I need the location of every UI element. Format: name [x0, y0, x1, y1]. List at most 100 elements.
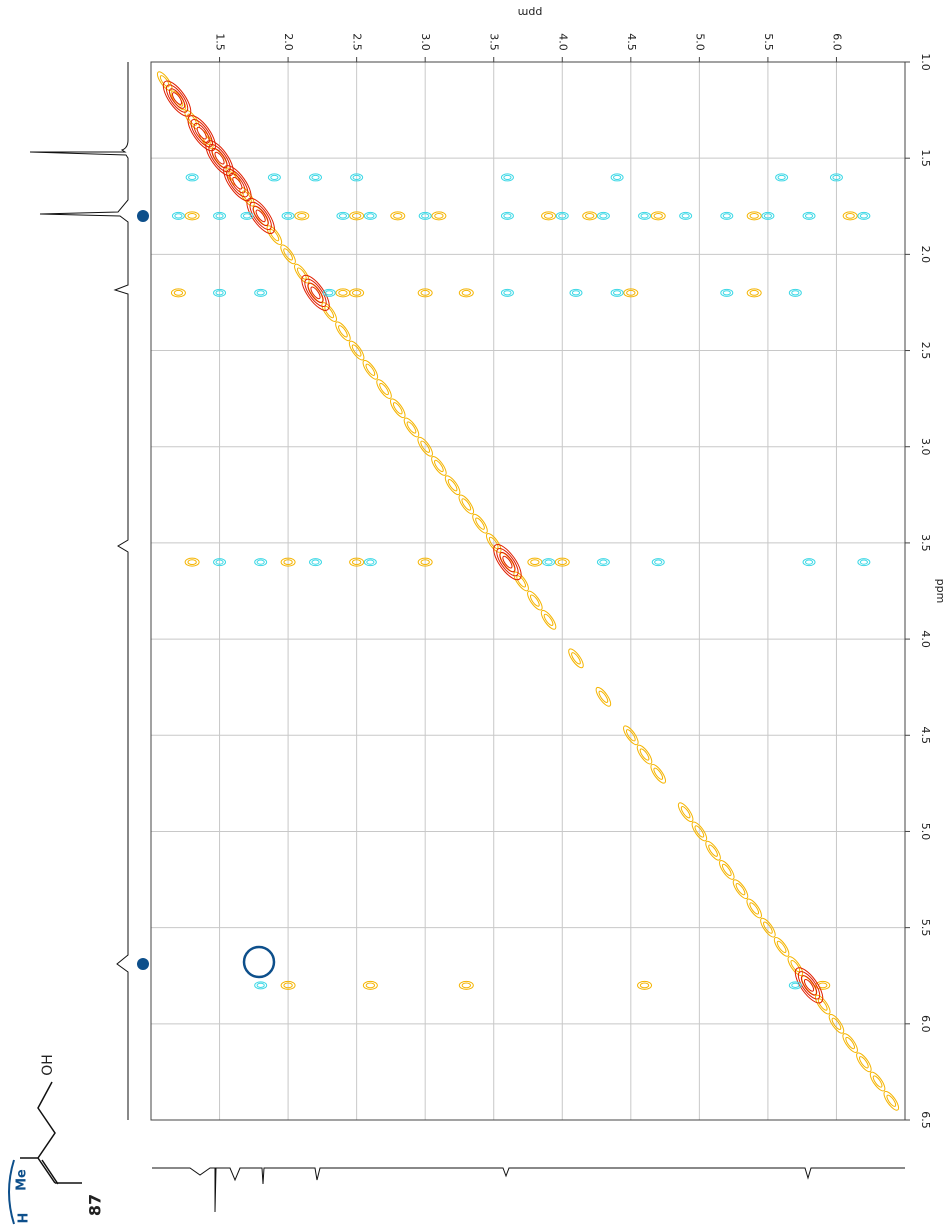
contour-ring [159, 75, 170, 88]
y-tick-label: 5.0 [919, 823, 932, 841]
molecule-label: OH [40, 1054, 56, 1076]
contour-peak [746, 288, 762, 298]
contour-ring [338, 289, 348, 296]
contour-ring [280, 557, 296, 567]
contour-peak [623, 288, 639, 298]
contour-peak [349, 288, 365, 298]
contour-ring [623, 288, 639, 298]
contour-ring [691, 821, 708, 842]
contour-peak [254, 288, 268, 297]
x-tick-label: 6.0 [830, 33, 843, 51]
contour-ring [249, 201, 272, 231]
contour-peak [637, 980, 653, 990]
contour-ring [773, 936, 790, 957]
contour-peak [213, 288, 227, 297]
contour-peak [418, 211, 432, 220]
contour-ring [185, 173, 199, 182]
contour-ring [544, 559, 553, 565]
contour-peak [555, 211, 569, 220]
contour-ring [294, 211, 310, 221]
contour-ring [815, 980, 831, 990]
x-tick-label: 4.0 [556, 33, 569, 51]
contour-ring [421, 213, 430, 219]
contour-peak [856, 1052, 872, 1073]
contour-peak [348, 340, 365, 361]
contour-ring [301, 274, 330, 311]
contour-ring [196, 126, 207, 140]
contour-ring [746, 288, 762, 298]
contour-peak [842, 211, 858, 221]
contour-ring [168, 88, 186, 109]
contour-ring [393, 212, 403, 219]
contour-peak [493, 544, 522, 581]
contour-ring [325, 290, 334, 296]
contour-ring [379, 382, 389, 396]
contour-ring [788, 981, 802, 990]
contour-ring [297, 212, 307, 219]
contour-peak [527, 590, 543, 611]
contour-ring [791, 982, 800, 988]
contour-peak [732, 879, 749, 900]
contour-ring [571, 290, 581, 296]
contour-ring [828, 1013, 845, 1034]
contour-ring [610, 173, 624, 182]
contour-ring [280, 980, 296, 990]
contour-ring [187, 559, 197, 566]
contour-ring [817, 998, 828, 1011]
contour-ring [732, 879, 749, 900]
contour-ring [184, 211, 200, 221]
contour-ring [886, 1094, 897, 1107]
contour-ring [213, 211, 227, 220]
contour-peak [596, 558, 610, 567]
contour-peak [458, 980, 474, 990]
contour-ring [461, 982, 472, 989]
contour-ring [502, 555, 513, 569]
contour-ring [791, 290, 800, 296]
contour-ring [458, 494, 475, 515]
contour-ring [735, 883, 746, 896]
contour-ring [458, 288, 474, 298]
contour-peak [650, 763, 667, 784]
molecule [8, 1081, 82, 1225]
contour-peak [185, 173, 199, 182]
contour-ring [859, 213, 868, 219]
contour-ring [246, 197, 275, 234]
contour-ring [721, 863, 732, 877]
contour-ring [376, 379, 392, 399]
contour-peak [500, 288, 514, 297]
contour-ring [170, 288, 186, 298]
contour-ring [527, 590, 543, 611]
contour-ring [543, 212, 554, 219]
contour-ring [719, 860, 735, 880]
contour-peak [540, 609, 557, 630]
projection-trace [29, 62, 129, 1120]
contour-ring [613, 174, 622, 181]
contour-ring [188, 174, 197, 181]
contour-ring [722, 290, 731, 296]
contour-peak [691, 821, 708, 842]
contour-ring [705, 840, 721, 861]
y-tick-label: 1.0 [919, 53, 932, 71]
y-tick-label: 4.0 [919, 630, 932, 648]
x-tick-label: 4.5 [625, 33, 638, 51]
contour-ring [307, 282, 324, 304]
contour-ring [444, 475, 461, 496]
contour-ring [856, 1052, 872, 1073]
y-tick-label: 2.0 [919, 246, 932, 264]
contour-ring [763, 213, 773, 219]
y-tick-label: 3.0 [919, 438, 932, 456]
contour-peak [294, 211, 310, 221]
contour-ring [488, 536, 499, 550]
contour-ring [362, 980, 378, 990]
contour-peak [170, 288, 186, 298]
contour-peak [829, 173, 843, 182]
contour-peak [246, 197, 275, 234]
contour-ring [338, 213, 348, 219]
contour-peak [513, 571, 529, 592]
contour-ring [613, 290, 622, 296]
contour-ring [252, 205, 269, 227]
contour-ring [190, 119, 213, 148]
contour-peak [363, 211, 377, 220]
contour-ring [447, 479, 458, 492]
contour-ring [351, 559, 362, 566]
